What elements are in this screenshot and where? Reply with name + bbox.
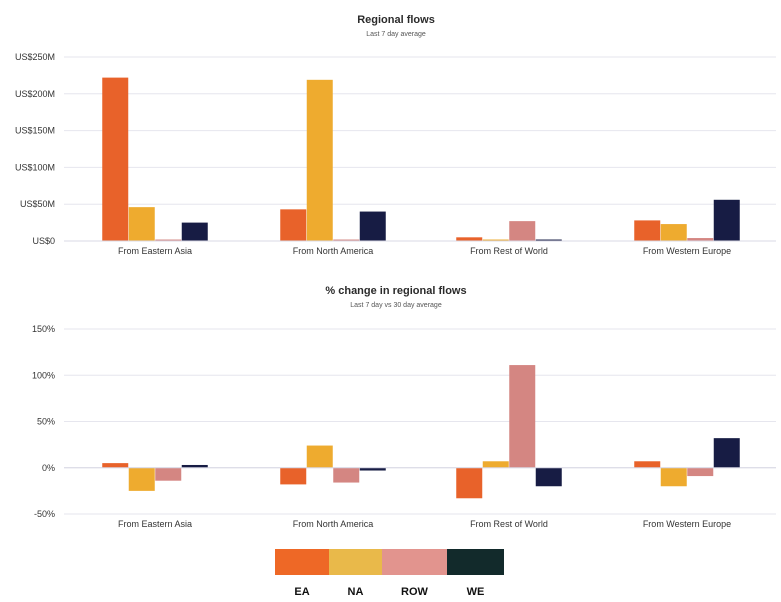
chart2-bar-row: [687, 467, 714, 477]
chart1-category-label: From Eastern Asia: [118, 246, 192, 256]
chart2-bar-row: [509, 365, 536, 468]
chart1-y-tick-label: US$150M: [15, 126, 55, 136]
chart1-bar-row: [155, 239, 182, 241]
legend-swatch-we: [447, 549, 504, 575]
chart2-title: % change in regional flows: [325, 285, 466, 297]
chart2-category-label: From Eastern Asia: [118, 519, 192, 529]
legend-swatch-ea: [275, 549, 329, 575]
chart2-subtitle: Last 7 day vs 30 day average: [350, 302, 442, 309]
chart1-bar-we: [535, 239, 562, 241]
chart2-bar-we: [713, 438, 740, 468]
chart2-bar-we: [359, 467, 386, 471]
chart2-bar-na: [128, 467, 155, 491]
chart2-bar-na: [482, 461, 509, 468]
chart1-bar-row: [687, 238, 714, 241]
chart1-category-label: From Western Europe: [643, 246, 731, 256]
chart1-bar-row: [333, 239, 360, 241]
chart2-category-label: From Western Europe: [643, 519, 731, 529]
legend-label-we: WE: [467, 586, 485, 598]
legend-label-na: NA: [348, 586, 364, 598]
chart1-bar-ea: [634, 220, 661, 241]
chart2-bar-row: [155, 467, 182, 481]
chart1-title: Regional flows: [357, 14, 435, 26]
legend-label-row: ROW: [401, 586, 429, 598]
chart2-y-tick-label: 0%: [42, 463, 55, 473]
chart1-y-tick-label: US$100M: [15, 162, 55, 172]
chart1-bar-we: [359, 211, 386, 241]
chart1-bar-na: [482, 239, 509, 241]
chart2-bar-we: [535, 467, 562, 487]
legend-label-ea: EA: [294, 586, 309, 598]
legend-swatch-na: [329, 549, 382, 575]
chart2-y-tick-label: 100%: [32, 370, 55, 380]
chart2-y-tick-label: 150%: [32, 324, 55, 334]
chart1-bar-na: [128, 207, 155, 241]
chart2-y-tick-label: -50%: [34, 509, 55, 519]
chart1-bar-ea: [102, 77, 129, 241]
chart1-y-tick-label: US$200M: [15, 89, 55, 99]
chart1-bar-na: [306, 79, 333, 241]
chart1-bar-we: [713, 199, 740, 241]
chart1-y-tick-label: US$0: [32, 236, 55, 246]
chart1-bar-we: [181, 222, 208, 241]
chart1-y-tick-label: US$250M: [15, 52, 55, 62]
regional-flows-chart: US$0 US$50M US$100M US$150M US$200M US$250M Fr…: [15, 52, 776, 256]
chart2-bar-na: [660, 467, 687, 487]
chart1-category-label: From Rest of World: [470, 246, 548, 256]
chart2-bar-ea: [634, 461, 661, 468]
chart1-bar-ea: [280, 209, 307, 241]
chart2-bar-row: [333, 467, 360, 483]
chart1-bar-na: [660, 224, 687, 241]
chart2-category-label: From Rest of World: [470, 519, 548, 529]
chart1-subtitle: Last 7 day average: [366, 31, 426, 38]
chart2-bar-ea: [280, 467, 307, 485]
chart1-bar-row: [509, 221, 536, 241]
chart2-y-tick-label: 50%: [37, 417, 55, 427]
chart2-bar-ea: [456, 467, 483, 499]
chart1-bar-ea: [456, 237, 483, 241]
chart1-category-label: From North America: [293, 246, 374, 256]
legend-swatch-row: [382, 549, 447, 575]
chart2-category-label: From North America: [293, 519, 374, 529]
chart2-bar-na: [306, 445, 333, 468]
legend: EA NA ROW WE: [275, 549, 504, 598]
chart2-bar-we: [181, 464, 208, 468]
chart2-bar-ea: [102, 463, 129, 468]
chart1-y-tick-label: US$50M: [20, 199, 55, 209]
percent-change-chart: -50% 0% 50% 100% 150% From Eastern Asia From N…: [32, 324, 776, 529]
